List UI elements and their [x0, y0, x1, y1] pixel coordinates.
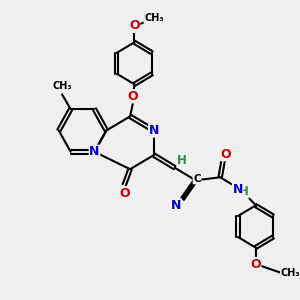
Text: O: O	[221, 148, 231, 161]
Text: N: N	[149, 124, 159, 137]
Text: O: O	[119, 187, 130, 200]
Text: N: N	[232, 183, 243, 196]
Text: CH₃: CH₃	[280, 268, 300, 278]
Text: C: C	[193, 174, 201, 184]
Text: N: N	[89, 145, 100, 158]
Text: CH₃: CH₃	[52, 81, 72, 91]
Text: O: O	[250, 257, 261, 271]
Text: H: H	[177, 154, 187, 167]
Text: O: O	[129, 19, 140, 32]
Text: CH₃: CH₃	[144, 13, 164, 23]
Text: N: N	[171, 199, 181, 212]
Text: H: H	[239, 185, 249, 198]
Text: O: O	[128, 90, 138, 103]
